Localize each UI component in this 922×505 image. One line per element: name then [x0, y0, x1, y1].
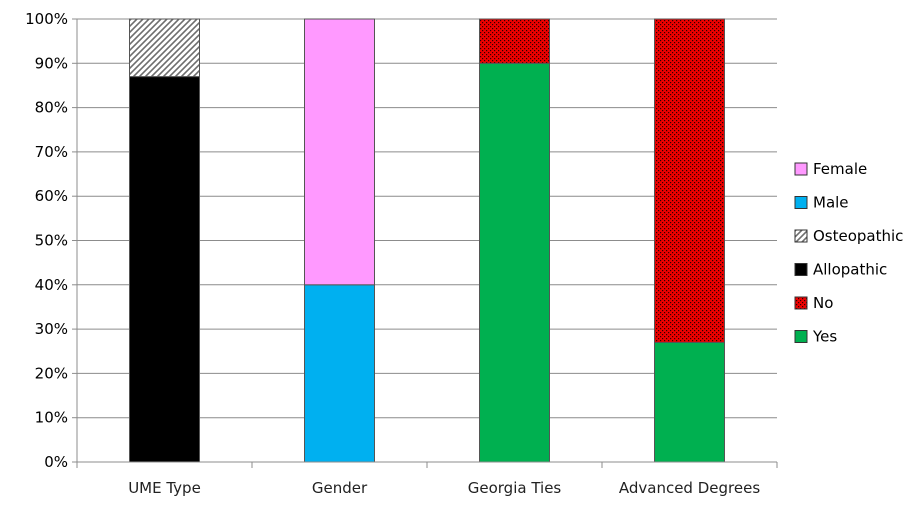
legend-swatch-male	[794, 196, 808, 209]
legend-label-yes: Yes	[812, 328, 837, 346]
y-tick-label: 80%	[35, 99, 68, 117]
legend-label-osteopathic: Osteopathic	[813, 227, 903, 245]
y-tick-label: 30%	[35, 320, 68, 338]
bar-segment-gender-male	[304, 284, 375, 463]
x-category-label: Georgia Ties	[468, 479, 562, 497]
legend-swatch-yes	[794, 330, 808, 343]
bar-segment-georgia-ties-no	[479, 18, 550, 64]
legend-swatch-allopathic	[794, 263, 808, 276]
legend: Female Male Osteopathic Allopathic No Yes	[794, 160, 903, 346]
y-tick-label: 0%	[44, 453, 68, 471]
x-category-label: Advanced Degrees	[619, 479, 760, 497]
x-category-label: UME Type	[128, 479, 201, 497]
bar-segment-gender-female	[304, 18, 375, 286]
y-tick-label: 50%	[35, 232, 68, 250]
legend-label-allopathic: Allopathic	[813, 261, 887, 279]
legend-label-female: Female	[813, 160, 867, 178]
legend-swatch-female	[794, 162, 808, 176]
bar-segment-advanced-degrees-no	[654, 18, 725, 343]
legend-swatch-osteopathic	[794, 229, 808, 243]
legend-label-no: No	[813, 294, 833, 312]
y-tick-label: 20%	[35, 364, 68, 382]
bar-segment-ume-type-osteopathic	[129, 18, 200, 78]
bar-segment-advanced-degrees-yes	[654, 341, 725, 463]
y-tick-label: 70%	[35, 143, 68, 161]
y-tick-label: 60%	[35, 187, 68, 205]
y-tick-label: 90%	[35, 54, 68, 72]
bar-segment-ume-type-allopathic	[129, 76, 200, 463]
axes: 0% 10% 20% 30% 40% 50% 60% 70% 80% 90% 100% UME Typ…	[25, 10, 778, 497]
bars	[129, 18, 725, 463]
y-tick-label: 10%	[35, 409, 68, 427]
y-tick-label: 40%	[35, 276, 68, 294]
x-category-label: Gender	[312, 479, 368, 497]
legend-label-male: Male	[813, 194, 849, 212]
y-tick-label: 100%	[25, 10, 68, 28]
legend-swatch-no	[794, 296, 808, 310]
bar-segment-georgia-ties-yes	[479, 62, 550, 463]
